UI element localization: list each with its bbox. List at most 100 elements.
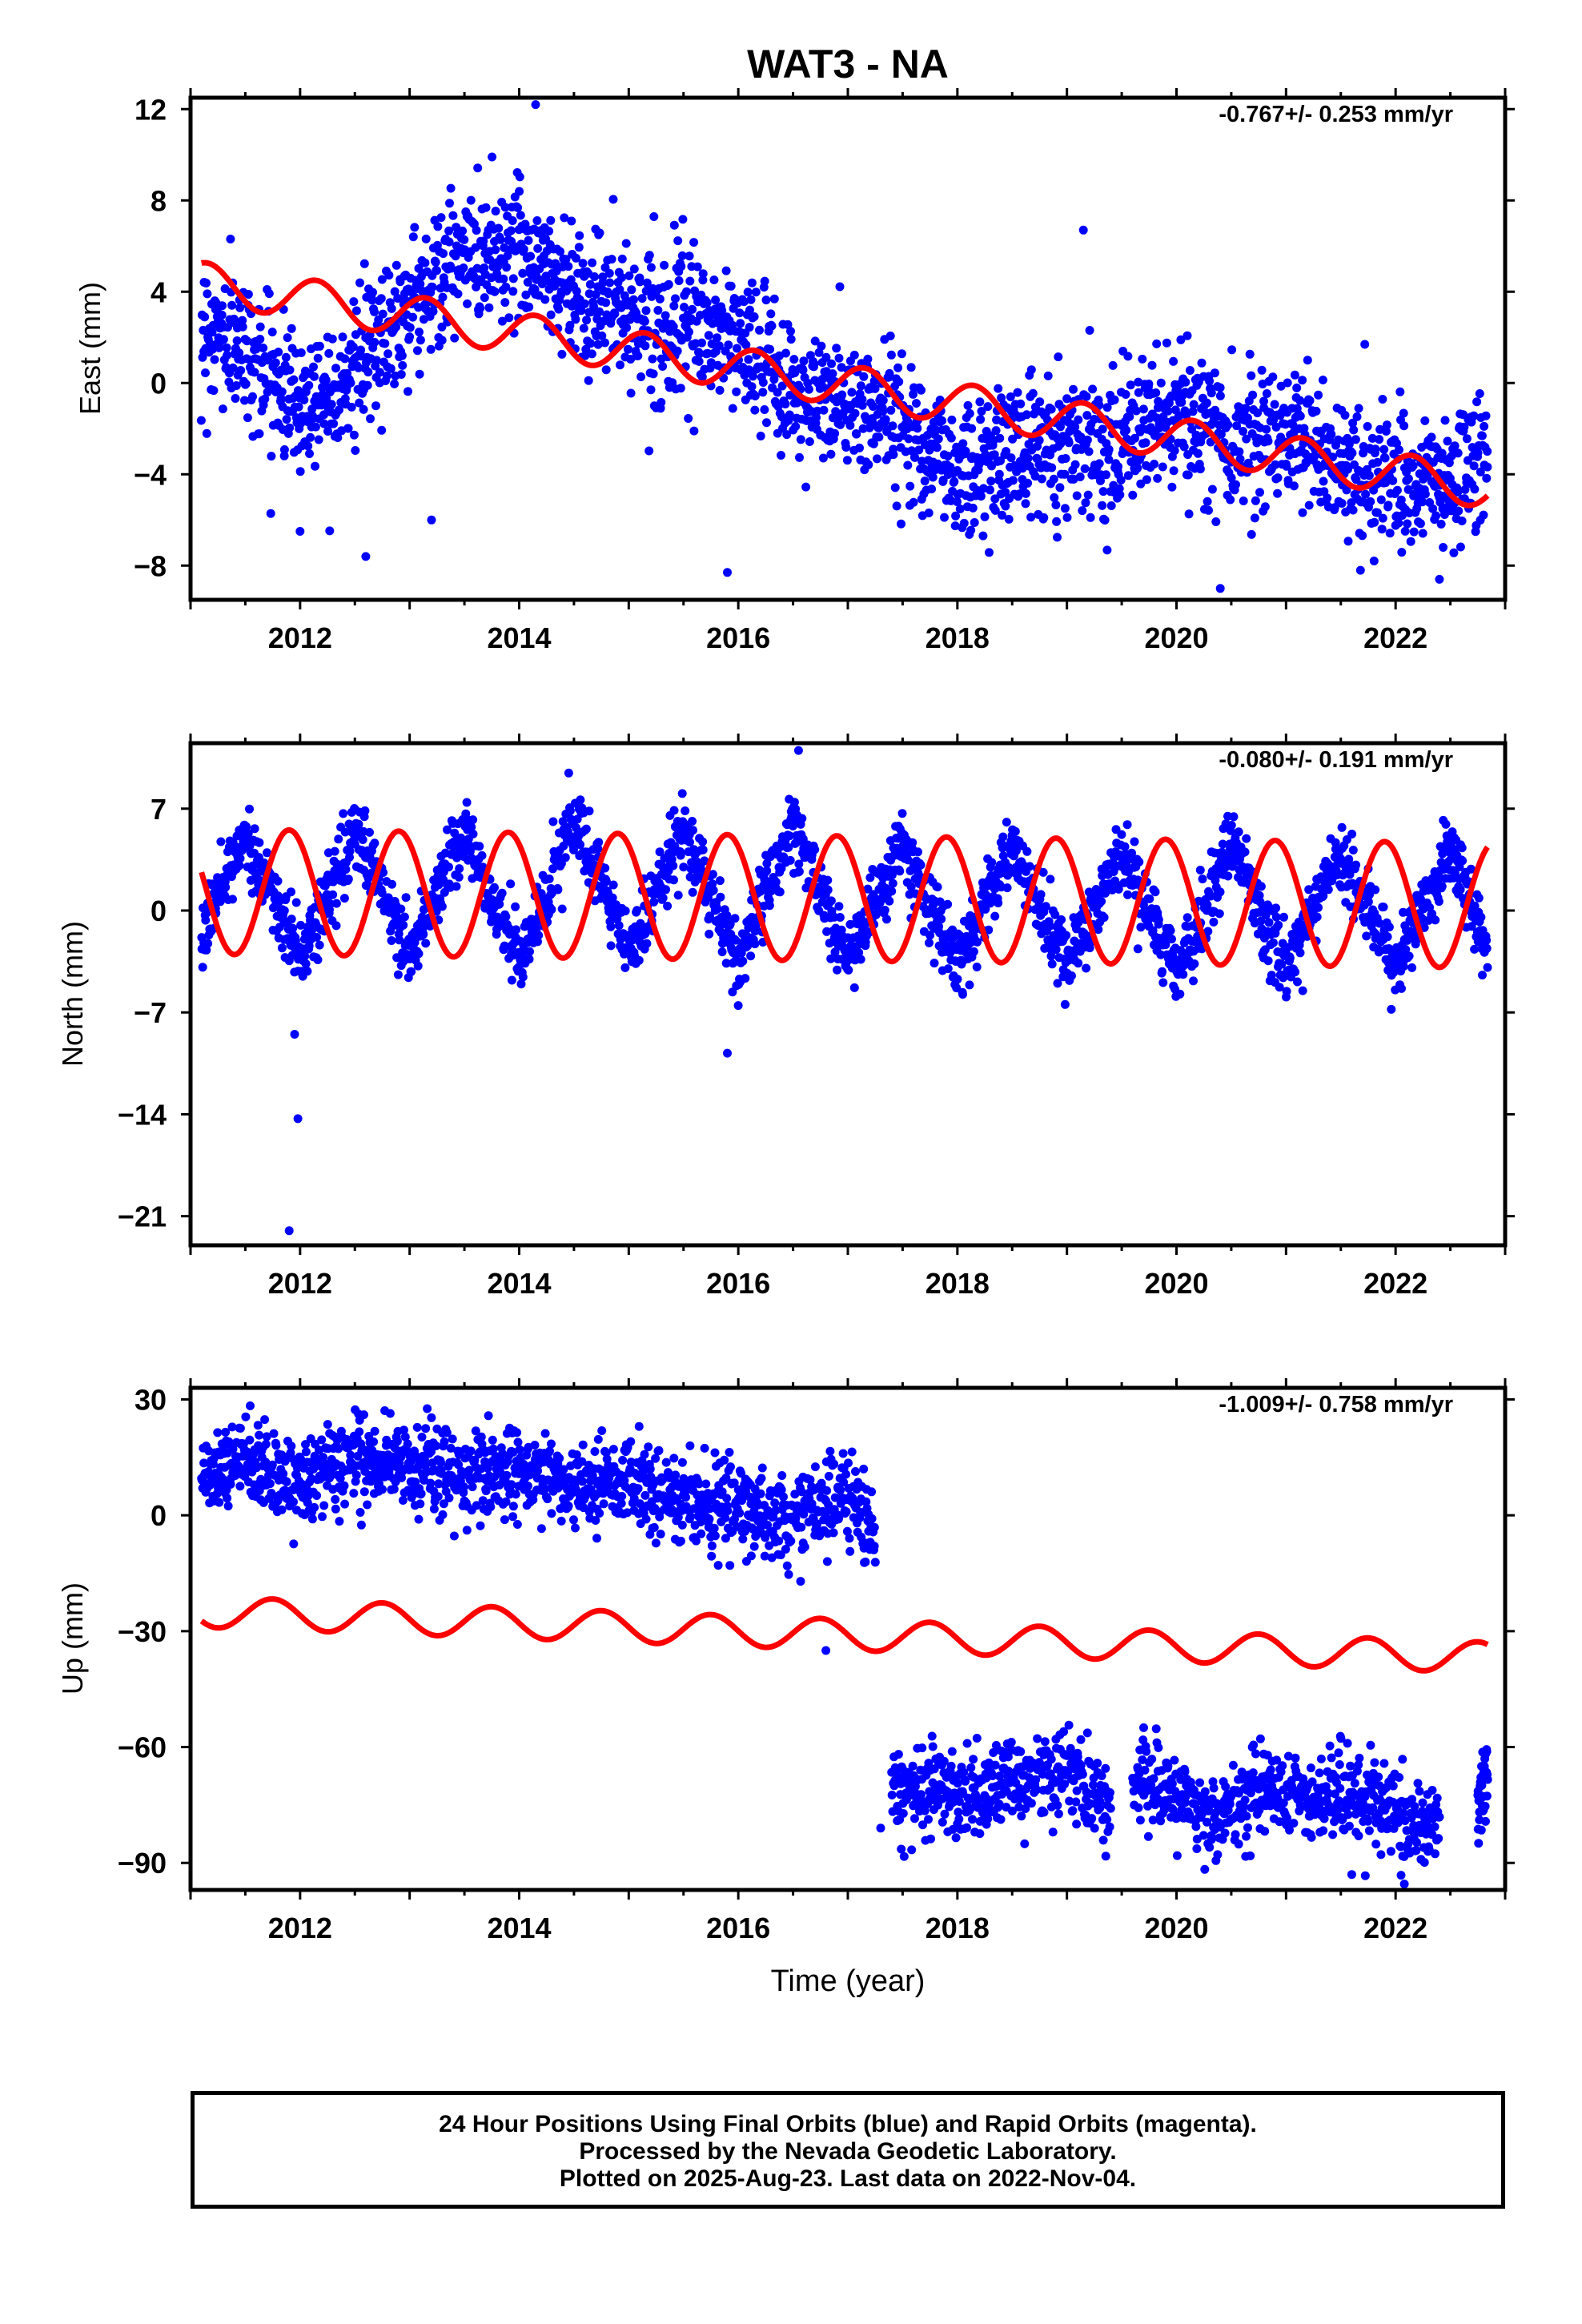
east-point-1184 (832, 344, 841, 353)
east-point-743 (595, 228, 604, 238)
east-point-251 (331, 364, 340, 373)
east-point-1884 (1207, 388, 1216, 398)
east-point-1744 (1131, 406, 1141, 416)
east-point-1944 (1239, 497, 1248, 505)
north-point-684 (564, 827, 572, 837)
east-point-132 (267, 328, 277, 337)
east-point-327 (371, 356, 381, 365)
east-xtick-label-2012: 2012 (268, 621, 332, 654)
north-point-277 (345, 846, 355, 856)
east-point-1324 (906, 363, 916, 372)
east-point-219 (314, 435, 323, 444)
east-point-108 (255, 429, 264, 439)
east-point-1458 (978, 531, 988, 541)
east-point-72 (235, 303, 245, 312)
north-point-2004 (1271, 903, 1281, 913)
east-point-672 (557, 349, 567, 359)
north-point-1502 (1002, 818, 1011, 827)
east-point-599 (518, 268, 528, 278)
north-point-2321 (1441, 819, 1451, 829)
east-point-109 (255, 335, 265, 344)
east-point-10 (202, 428, 211, 438)
north-point-2127 (1337, 822, 1347, 832)
east-point-2239 (1397, 548, 1407, 557)
east-point-419 (421, 234, 431, 243)
east-point-315 (366, 414, 375, 424)
east-point-2076 (1310, 452, 1319, 461)
east-point-233 (322, 394, 331, 403)
east-point-967 (715, 385, 725, 395)
east-point-2316 (1439, 543, 1448, 552)
north-point-293 (354, 819, 363, 829)
east-point-728 (587, 349, 596, 359)
east-point-1105 (789, 355, 799, 364)
east-point-1849 (1188, 407, 1198, 416)
east-point-2379 (1472, 397, 1482, 407)
east-point-1243 (863, 354, 873, 364)
north-point-1768 (1145, 894, 1154, 903)
east-point-2389 (1477, 431, 1487, 440)
north-point-1114 (794, 859, 804, 869)
east-point-1089 (781, 400, 790, 408)
east-point-722 (584, 376, 593, 385)
north-point-2153 (1351, 860, 1361, 870)
east-point-1301 (894, 377, 904, 387)
east-point-895 (677, 262, 686, 271)
east-point-1094 (783, 320, 793, 329)
north-point-679 (560, 853, 570, 862)
east-point-1235 (859, 372, 869, 381)
east-point-417 (420, 258, 430, 267)
east-point-841 (648, 354, 657, 364)
north-point-301 (358, 835, 367, 844)
north-point-177 (291, 898, 301, 907)
east-point-2396 (1481, 411, 1491, 420)
east-point-2155 (1352, 412, 1362, 421)
east-point-648 (544, 227, 554, 236)
east-point-1064 (767, 321, 777, 331)
east-point-1442 (970, 518, 979, 527)
east-point-1097 (785, 410, 794, 420)
east-point-1844 (1185, 366, 1195, 375)
north-point-2387 (1476, 912, 1486, 922)
east-point-428 (426, 344, 436, 354)
east-point-1746 (1133, 464, 1142, 473)
east-point-860 (658, 362, 668, 371)
east-point-1386 (940, 513, 949, 522)
east-point-1690 (1102, 403, 1112, 412)
east-point-462 (444, 237, 454, 247)
east-point-729 (588, 258, 597, 267)
north-point-255 (334, 834, 343, 844)
north-point-1120 (797, 814, 807, 823)
east-point-1289 (888, 421, 897, 431)
east-point-528 (480, 293, 489, 303)
east-point-1053 (761, 296, 771, 305)
east-point-844 (649, 212, 659, 221)
north-point-1336 (913, 847, 922, 857)
east-point-304 (359, 259, 369, 268)
north-point-1545 (1025, 862, 1034, 871)
east-point-918 (689, 238, 699, 247)
east-point-322 (370, 307, 379, 316)
east-point-2349 (1456, 542, 1465, 552)
east-point-627 (533, 243, 543, 253)
north-xtick-label-2014: 2014 (487, 1267, 551, 1300)
east-point-1047 (758, 388, 768, 397)
north-point-1825 (1175, 989, 1185, 999)
east-point-461 (444, 226, 454, 235)
east-point-263 (338, 332, 347, 342)
east-point-814 (633, 351, 643, 360)
east-point-2178 (1364, 471, 1374, 480)
east-point-609 (523, 277, 532, 287)
east-point-1612 (1061, 454, 1070, 463)
east-point-2242 (1399, 408, 1408, 418)
east-point-2127 (1337, 499, 1347, 508)
east-point-1191 (835, 282, 845, 292)
north-point-267 (339, 894, 349, 903)
east-point-1729 (1123, 471, 1133, 480)
east-point-911 (685, 276, 695, 286)
north-point-1024 (746, 951, 756, 961)
north-point-1014 (741, 974, 750, 983)
east-point-1159 (818, 374, 827, 384)
east-point-397 (410, 223, 420, 232)
